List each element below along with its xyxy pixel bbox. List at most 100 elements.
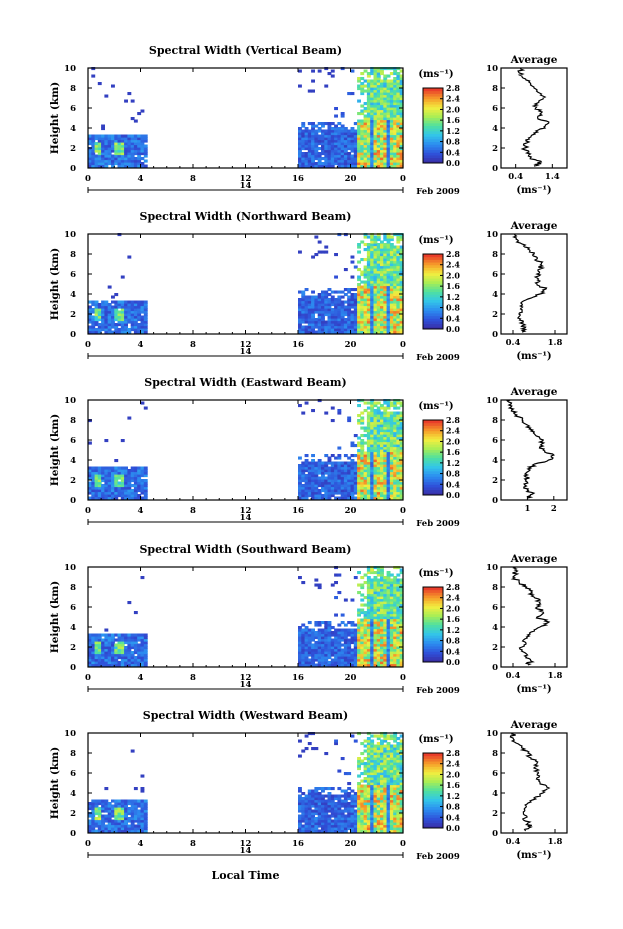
heatmap-cell <box>380 489 384 493</box>
heatmap-cell <box>357 571 361 575</box>
heatmap-cell <box>343 638 348 642</box>
heatmap-cell <box>133 323 138 327</box>
heatmap-cell <box>396 616 401 620</box>
colorbar-tick-label: 2.8 <box>446 415 460 425</box>
heatmap-cell <box>321 328 325 332</box>
heatmap-cell <box>373 303 378 307</box>
heatmap-cell <box>330 461 335 465</box>
heatmap-cell <box>389 154 394 158</box>
heatmap-cell <box>143 406 148 410</box>
heatmap-cell <box>357 489 361 493</box>
heatmap-cell <box>363 124 368 128</box>
heatmap-cell <box>124 325 128 329</box>
heatmap-cell <box>370 484 375 488</box>
heatmap-cell <box>399 434 404 438</box>
heatmap-cell <box>389 330 394 334</box>
heatmap-cell <box>124 648 128 652</box>
heatmap-cell <box>366 459 371 463</box>
heatmap-cell <box>380 260 384 264</box>
heatmap-cell <box>330 464 335 468</box>
heatmap-cell <box>389 323 394 327</box>
heatmap-cell <box>389 122 394 126</box>
heatmap-cell <box>130 646 135 650</box>
heatmap-cell <box>393 154 398 158</box>
heatmap-cell <box>314 829 319 833</box>
heatmap-cell <box>94 305 99 309</box>
heatmap-cell <box>321 471 325 475</box>
heatmap-cell <box>389 157 394 161</box>
colorbar-tick-label: 2.8 <box>446 582 460 592</box>
y-tick-label: 4 <box>70 623 76 633</box>
heatmap-cell <box>357 149 361 153</box>
heatmap-cell <box>360 621 365 625</box>
heatmap-cell <box>311 661 315 665</box>
heatmap-cell <box>366 285 371 289</box>
heatmap-cell <box>104 829 109 833</box>
heatmap-cell <box>104 641 109 645</box>
heatmap-cell <box>133 142 138 146</box>
heatmap-cell <box>393 471 398 475</box>
heatmap-cell <box>94 142 99 146</box>
panel-5: Spectral Width (Westward Beam)0246810Hei… <box>49 709 568 862</box>
heatmap-cell <box>376 124 381 128</box>
heatmap-cell <box>357 643 361 647</box>
heatmap-cell <box>389 411 394 415</box>
heatmap-cell <box>389 270 394 274</box>
heatmap-cell <box>383 89 388 93</box>
heatmap-cell <box>91 315 96 319</box>
heatmap-cell <box>343 653 348 657</box>
heatmap-cell <box>380 474 384 478</box>
heatmap-cell <box>389 275 394 279</box>
heatmap-cell <box>363 69 368 73</box>
heatmap-cell <box>393 157 398 161</box>
heatmap-cell <box>311 812 315 816</box>
heatmap-cell <box>327 124 332 128</box>
heatmap-cell <box>396 278 401 282</box>
heatmap-cell <box>396 129 401 133</box>
heatmap-cell <box>366 636 371 640</box>
heatmap-cell <box>337 147 342 151</box>
heatmap-cell <box>330 631 335 635</box>
heatmap-cell <box>101 154 105 158</box>
heatmap-cell <box>357 330 361 334</box>
heatmap-cell <box>304 129 309 133</box>
heatmap-cell <box>370 154 375 158</box>
colorbar-segment <box>423 312 443 317</box>
heatmap-cell <box>360 416 365 420</box>
heatmap-cell <box>350 147 355 151</box>
heatmap-cell <box>111 320 115 324</box>
heatmap-cell <box>97 152 102 156</box>
heatmap-cell <box>376 300 381 304</box>
heatmap-cell <box>127 137 132 141</box>
heatmap-cell <box>91 804 96 808</box>
heatmap-cell <box>357 474 361 478</box>
heatmap-cell <box>311 132 315 136</box>
heatmap-cell <box>327 643 332 647</box>
heatmap-cell <box>373 275 378 279</box>
heatmap-cell <box>399 245 404 249</box>
heatmap-cell <box>399 641 404 645</box>
heatmap-cell <box>330 152 335 156</box>
heatmap-cell <box>383 494 388 498</box>
colorbar-segment <box>423 112 443 116</box>
heatmap-cell <box>386 496 391 500</box>
heatmap-cell <box>357 466 361 470</box>
heatmap-cell <box>140 787 145 791</box>
heatmap-cell <box>393 484 398 488</box>
heatmap-cell <box>357 152 361 156</box>
heatmap-cell <box>370 441 375 445</box>
heatmap-cell <box>389 596 394 600</box>
heatmap-cell <box>140 320 145 324</box>
heatmap-cell <box>363 164 368 168</box>
colorbar-tick-label: 0.0 <box>446 657 460 667</box>
heatmap-cell <box>321 479 325 483</box>
heatmap-cell <box>370 107 375 111</box>
heatmap-cell <box>396 250 401 254</box>
heatmap-cell <box>330 69 335 73</box>
y-axis-label: Height (km) <box>49 248 61 320</box>
heatmap-cell <box>94 817 99 821</box>
heatmap-cell <box>317 159 322 163</box>
heatmap-cell <box>334 658 338 662</box>
heatmap-cell <box>314 621 319 625</box>
heatmap-cell <box>389 117 394 121</box>
